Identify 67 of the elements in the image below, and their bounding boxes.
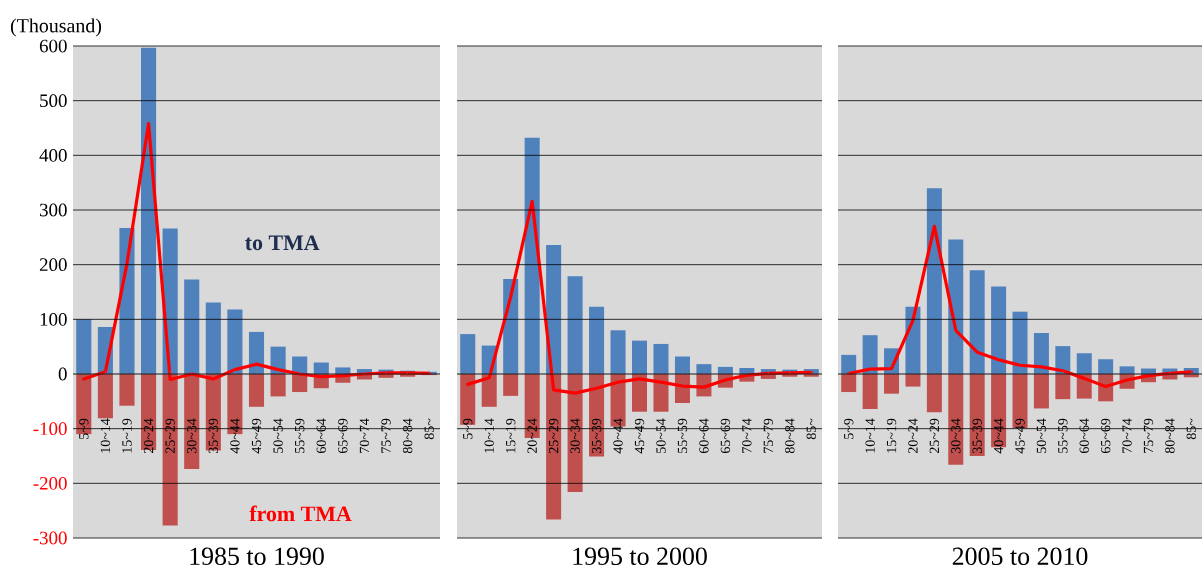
x-tick-label: 20~24 <box>143 418 154 454</box>
x-tick-label: 25~29 <box>929 418 940 454</box>
x-tick-label: 10~14 <box>100 418 111 453</box>
y-tick-label: 500 <box>40 94 67 108</box>
x-tick-label: 35~39 <box>208 418 219 453</box>
x-tick-label: 5~9 <box>79 418 89 439</box>
x-tick-label: 65~69 <box>338 418 348 454</box>
x-tick-label: 75~79 <box>381 418 391 453</box>
x-tick-label: 80~84 <box>402 418 413 454</box>
x-tick-label: 85~ <box>424 418 434 440</box>
x-tick-label: 70~74 <box>742 418 752 453</box>
x-tick-label: 45~49 <box>251 418 262 454</box>
x-axis-title: 1995 to 2000 <box>573 547 707 565</box>
x-tick-label: 35~39 <box>972 418 982 453</box>
x-tick-label: 5~9 <box>463 418 473 439</box>
x-tick-label: 45~49 <box>634 418 645 454</box>
y-tick-label: -300 <box>33 531 67 545</box>
y-axis-title: (Thousand) <box>10 18 102 37</box>
x-tick-label: 25~29 <box>548 418 559 454</box>
x-tick-label: 30~34 <box>570 418 580 453</box>
x-tick-label: 75~79 <box>1143 418 1154 453</box>
x-tick-label: 40~44 <box>993 418 1004 454</box>
x-tick-label: 50~54 <box>1036 418 1047 453</box>
x-tick-label: 40~44 <box>613 418 623 454</box>
x-tick-label: 20~24 <box>527 418 537 454</box>
x-tick-label: 10~14 <box>484 418 494 453</box>
x-tick-label: 60~64 <box>699 418 709 454</box>
x-tick-label: 50~54 <box>273 418 283 453</box>
y-tick-label: 600 <box>39 39 67 53</box>
x-tick-label: 70~74 <box>359 418 370 453</box>
x-tick-label: 55~59 <box>1058 418 1068 453</box>
x-tick-label: 75~79 <box>763 418 774 453</box>
x-tick-label: 80~84 <box>1165 418 1175 454</box>
annotation: to TMA <box>245 235 320 251</box>
y-tick-label: -200 <box>33 476 67 490</box>
x-tick-label: 80~84 <box>785 418 795 454</box>
x-tick-label: 70~74 <box>1122 418 1132 453</box>
x-tick-label: 60~64 <box>316 418 326 454</box>
x-tick-label: 30~34 <box>187 418 197 453</box>
x-tick-label: 55~59 <box>677 418 688 453</box>
y-tick-label: 300 <box>39 203 67 217</box>
x-tick-label: 15~19 <box>506 418 516 453</box>
annotation: from TMA <box>249 505 352 522</box>
x-tick-label: 85~ <box>1186 418 1197 440</box>
x-tick-label: 35~39 <box>591 418 602 453</box>
x-tick-label: 55~59 <box>294 418 305 453</box>
x-tick-label: 45~49 <box>1015 418 1025 454</box>
x-tick-label: 15~19 <box>886 418 897 453</box>
y-tick-label: 100 <box>40 312 67 326</box>
y-tick-label: 400 <box>39 148 67 162</box>
x-tick-label: 20~24 <box>908 418 918 454</box>
x-axis-title: 2005 to 2010 <box>952 547 1088 565</box>
x-tick-label: 65~69 <box>1100 418 1111 454</box>
x-tick-label: 50~54 <box>656 418 666 453</box>
x-tick-label: 60~64 <box>1079 418 1089 454</box>
x-tick-label: 65~69 <box>720 418 731 454</box>
x-tick-label: 15~19 <box>122 418 132 453</box>
x-tick-label: 25~29 <box>165 418 175 454</box>
y-tick-label: 200 <box>39 258 67 272</box>
y-tick-label: 0 <box>58 367 67 381</box>
x-tick-label: 40~44 <box>230 418 240 454</box>
x-axis-title: 1985 to 1990 <box>190 547 324 565</box>
x-tick-label: 30~34 <box>951 418 961 453</box>
x-tick-label: 10~14 <box>865 418 875 453</box>
y-tick-label: -100 <box>33 422 67 436</box>
x-tick-label: 85~ <box>806 418 816 440</box>
x-tick-label: 5~9 <box>844 418 854 439</box>
